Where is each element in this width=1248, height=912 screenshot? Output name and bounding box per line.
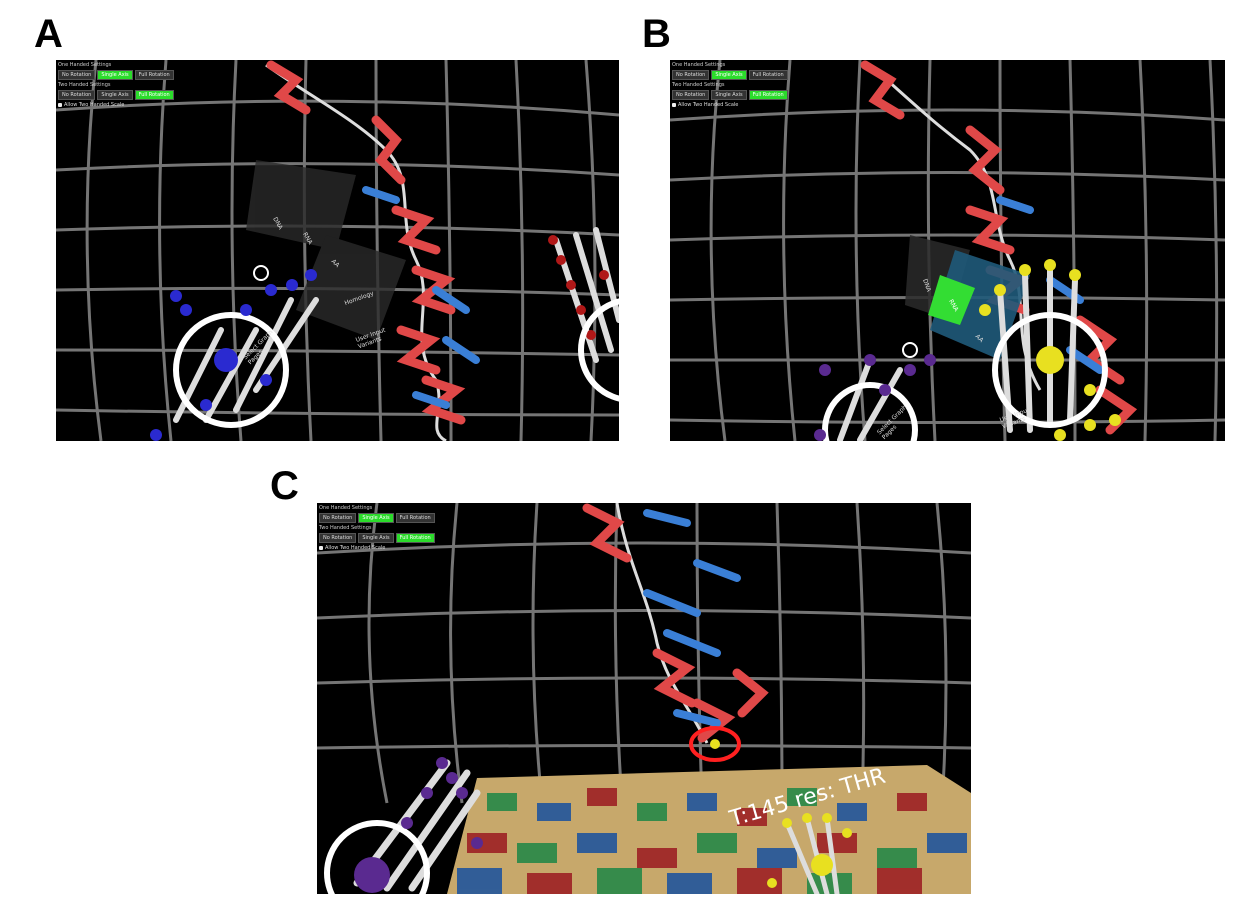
hud-settings-a: One Handed Settings No Rotation Single A… [58,62,174,108]
panel-label-a: A [34,12,63,56]
panel-label-c: C [270,464,299,508]
full-rotation-button[interactable]: Full Rotation [748,70,788,80]
no-rotation-button[interactable]: No Rotation [319,513,357,523]
single-axis-button[interactable]: Single Axis [711,70,747,80]
checkbox-icon [672,103,676,107]
single-axis-button[interactable]: Single Axis [358,513,394,523]
single-axis-button-2h[interactable]: Single Axis [358,533,394,543]
vr-viewport-c[interactable]: One Handed Settings No Rotation Single A… [317,503,971,894]
two-handed-header: Two Handed Settings [319,525,372,531]
full-rotation-button[interactable]: Full Rotation [395,513,435,523]
one-handed-header: One Handed Settings [672,62,726,68]
one-handed-header: One Handed Settings [319,505,373,511]
hud-settings-b: One Handed Settings No Rotation Single A… [672,62,788,108]
no-rotation-button-2h[interactable]: No Rotation [58,90,96,100]
scene-a [56,60,619,441]
hud-settings-c: One Handed Settings No Rotation Single A… [319,505,435,551]
no-rotation-button[interactable]: No Rotation [58,70,96,80]
two-handed-scale-checkbox[interactable]: Allow Two Handed Scale [672,102,788,108]
no-rotation-button-2h[interactable]: No Rotation [672,90,710,100]
single-axis-button-2h[interactable]: Single Axis [711,90,747,100]
panel-label-b: B [642,12,671,56]
two-handed-scale-label: Allow Two Handed Scale [325,545,386,551]
full-rotation-button[interactable]: Full Rotation [134,70,174,80]
full-rotation-button-2h[interactable]: Full Rotation [134,90,174,100]
single-axis-button[interactable]: Single Axis [97,70,133,80]
one-handed-header: One Handed Settings [58,62,112,68]
selected-residue-highlight [689,726,741,762]
full-rotation-button-2h[interactable]: Full Rotation [748,90,788,100]
checkbox-icon [319,546,323,550]
scene-c [317,503,971,894]
two-handed-scale-label: Allow Two Handed Scale [678,102,739,108]
two-handed-header: Two Handed Settings [672,82,725,88]
vr-viewport-a[interactable]: One Handed Settings No Rotation Single A… [56,60,619,441]
two-handed-scale-checkbox[interactable]: Allow Two Handed Scale [58,102,174,108]
single-axis-button-2h[interactable]: Single Axis [97,90,133,100]
no-rotation-button-2h[interactable]: No Rotation [319,533,357,543]
two-handed-scale-label: Allow Two Handed Scale [64,102,125,108]
checkbox-icon [58,103,62,107]
scene-b [670,60,1225,441]
two-handed-header: Two Handed Settings [58,82,111,88]
vr-viewport-b[interactable]: One Handed Settings No Rotation Single A… [670,60,1225,441]
full-rotation-button-2h[interactable]: Full Rotation [395,533,435,543]
no-rotation-button[interactable]: No Rotation [672,70,710,80]
two-handed-scale-checkbox[interactable]: Allow Two Handed Scale [319,545,435,551]
